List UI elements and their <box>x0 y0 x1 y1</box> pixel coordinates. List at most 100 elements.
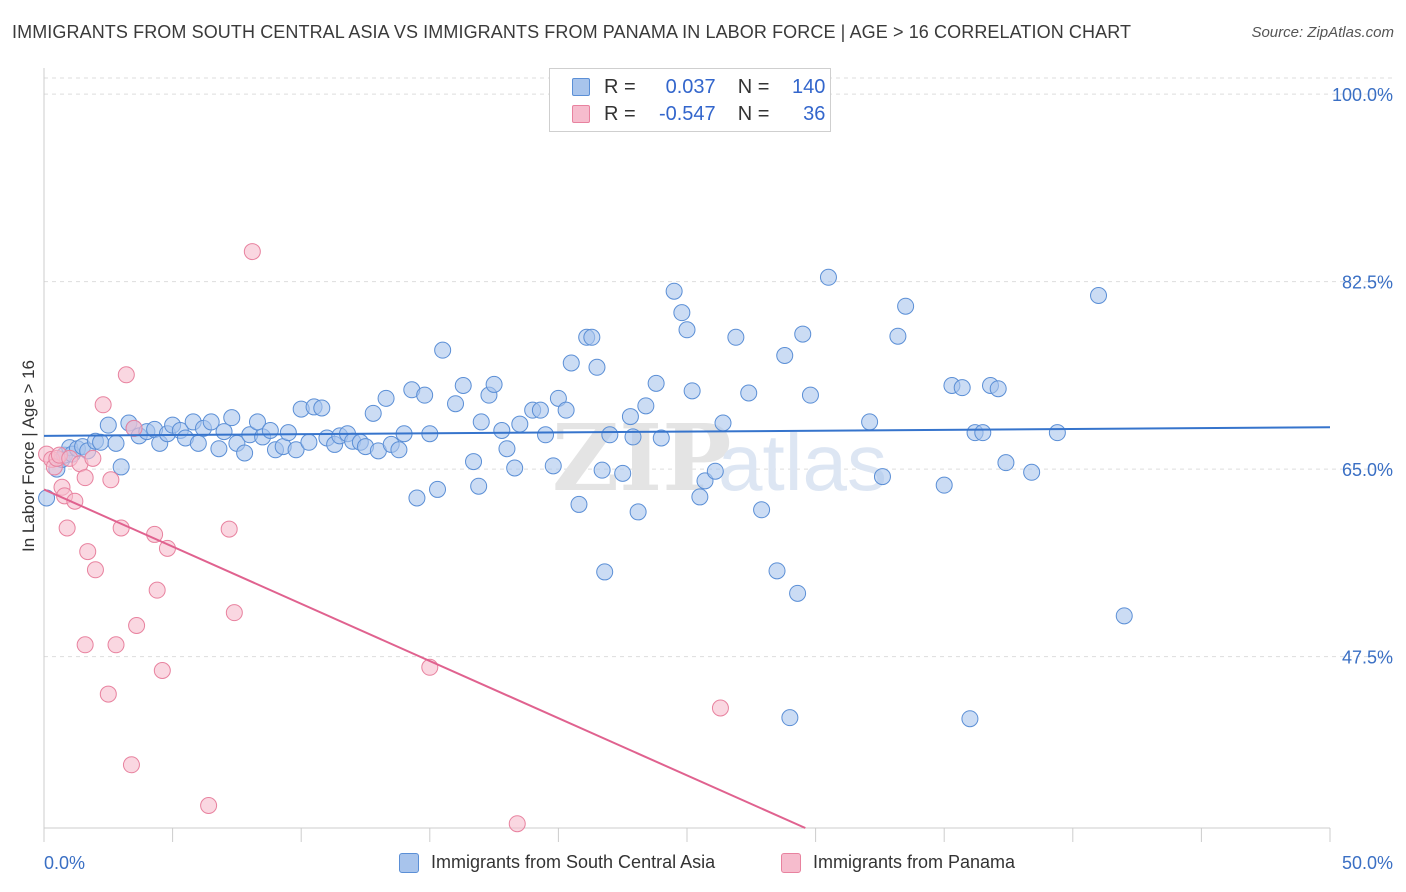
data-point-pink <box>153 662 171 679</box>
data-point-blue <box>236 444 254 462</box>
data-point-blue <box>691 488 709 506</box>
data-point-blue <box>544 457 562 475</box>
data-point-blue <box>470 477 488 495</box>
data-point-pink <box>79 543 97 561</box>
data-point-blue <box>588 358 606 376</box>
data-point-blue <box>248 413 266 431</box>
data-point-pink <box>243 243 261 261</box>
gridlines <box>44 77 1395 658</box>
data-point-blue <box>416 386 434 404</box>
legend-r-value: -0.547 <box>658 102 716 125</box>
data-point-blue <box>873 468 891 486</box>
data-point-blue <box>637 397 655 415</box>
data-point-blue <box>223 409 241 427</box>
data-point-pink <box>711 699 729 717</box>
bottom-legend-label: Immigrants from South Central Asia <box>431 852 716 872</box>
data-point-blue <box>714 414 732 432</box>
data-point-blue <box>614 464 632 482</box>
legend-r-label: R = <box>604 75 636 98</box>
data-point-blue <box>99 416 117 434</box>
data-point-blue <box>429 480 447 498</box>
data-point-blue <box>706 462 724 480</box>
data-point-pink <box>125 419 143 437</box>
bottom-legend-south-central-asia: Immigrants from South Central Asia <box>399 852 715 873</box>
data-point-pink <box>94 396 112 414</box>
data-point-blue <box>974 424 992 442</box>
data-point-pink <box>107 636 125 654</box>
data-point-blue <box>390 441 408 459</box>
data-point-blue <box>287 441 305 459</box>
data-point-blue <box>776 347 794 364</box>
data-point-blue <box>593 461 611 479</box>
data-point-blue <box>889 327 907 345</box>
data-point-pink <box>225 604 243 622</box>
y-tick-label: 65.0% <box>1342 460 1393 480</box>
data-point-blue <box>997 454 1015 472</box>
data-point-blue <box>753 501 771 519</box>
data-point-blue <box>511 415 529 433</box>
data-point-blue <box>570 495 588 513</box>
data-point-blue <box>621 408 639 426</box>
data-point-pink <box>99 685 117 703</box>
data-point-blue <box>447 395 465 413</box>
data-point-blue <box>583 328 601 346</box>
trend-line-pink <box>43 488 806 829</box>
data-point-pink <box>76 469 94 487</box>
x-tick-label: 0.0% <box>44 853 85 873</box>
data-point-blue <box>935 476 953 494</box>
legend-r-label: R = <box>604 102 636 125</box>
y-axis-title: In Labor Force | Age > 16 <box>19 360 38 552</box>
data-point-pink <box>148 581 166 599</box>
legend-r-value: 0.037 <box>665 75 716 98</box>
data-point-blue <box>1115 607 1133 625</box>
data-point-blue <box>107 434 125 452</box>
data-point-blue <box>189 434 207 452</box>
data-point-pink <box>128 617 146 634</box>
data-point-blue <box>364 404 382 422</box>
legend-n-label: N = <box>737 75 770 98</box>
data-point-pink <box>122 756 140 774</box>
watermark: ZIP atlas <box>552 404 887 512</box>
bottom-legend-panama: Immigrants from Panama <box>781 852 1015 873</box>
data-point-blue <box>92 433 110 451</box>
data-point-blue <box>794 325 812 343</box>
data-point-blue <box>1090 287 1108 304</box>
legend-swatch-pink <box>572 105 590 123</box>
data-point-blue <box>601 426 619 444</box>
bottom-legend-swatch-blue <box>399 852 419 873</box>
data-point-blue <box>279 424 297 442</box>
data-point-pink <box>117 366 135 384</box>
data-point-blue <box>377 389 395 407</box>
tick-labels: 47.5% 65.0% 82.5% 100.0% 0.0% 50.0% <box>44 85 1393 873</box>
data-point-blue <box>531 401 549 419</box>
data-point-blue <box>454 377 472 394</box>
data-point-blue <box>665 282 683 300</box>
data-point-blue <box>313 399 331 417</box>
watermark-atlas: atlas <box>718 418 887 507</box>
y-tick-label: 100.0% <box>1332 85 1393 105</box>
data-point-blue <box>549 389 567 407</box>
legend-row-panama: R = -0.547 N = 36 <box>572 102 825 126</box>
data-point-pink <box>84 449 102 467</box>
data-point-blue <box>629 503 647 521</box>
data-point-pink <box>58 519 76 537</box>
data-point-blue <box>472 413 490 431</box>
data-point-pink <box>86 561 104 579</box>
data-point-blue <box>215 423 233 441</box>
data-point-blue <box>1048 424 1066 442</box>
series-panama <box>38 243 729 833</box>
data-point-pink <box>220 520 238 538</box>
data-point-blue <box>1023 463 1041 481</box>
data-point-blue <box>647 374 665 392</box>
data-point-blue <box>300 433 318 451</box>
data-point-blue <box>485 375 503 393</box>
data-point-blue <box>819 268 837 286</box>
data-point-blue <box>493 422 511 439</box>
data-point-blue <box>210 440 228 458</box>
chart-title: IMMIGRANTS FROM SOUTH CENTRAL ASIA VS IM… <box>12 22 1132 42</box>
data-point-blue <box>434 341 452 359</box>
y-tick-label: 47.5% <box>1342 648 1393 668</box>
data-point-pink <box>76 636 94 654</box>
data-point-blue <box>596 563 614 581</box>
data-point-blue <box>678 321 696 339</box>
